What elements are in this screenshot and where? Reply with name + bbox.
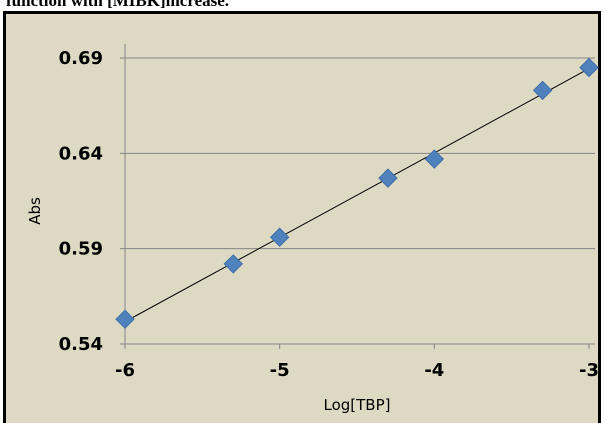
y-tick-label: 0.59 bbox=[59, 239, 103, 260]
data-point bbox=[115, 309, 135, 329]
trendline-group bbox=[124, 68, 590, 323]
x-tick-label: -6 bbox=[115, 360, 135, 381]
tick-labels: 0.54 0.59 0.64 0.69 -6 -5 -4 -3 bbox=[59, 48, 599, 381]
trendline bbox=[124, 68, 590, 323]
x-tick-label: -3 bbox=[579, 360, 599, 381]
y-tick-label: 0.64 bbox=[59, 143, 103, 164]
axes bbox=[120, 44, 595, 349]
y-axis-title: Abs bbox=[26, 197, 44, 225]
data-points bbox=[115, 57, 599, 329]
data-point bbox=[378, 168, 398, 188]
figure-caption: function with [MIBK]increase. bbox=[6, 0, 230, 10]
data-point bbox=[269, 227, 290, 247]
x-tick-label: -4 bbox=[424, 360, 444, 381]
data-point bbox=[424, 149, 445, 169]
y-tick-label: 0.54 bbox=[59, 334, 103, 355]
x-axis-title: Log[TBP] bbox=[324, 396, 391, 414]
chart-area bbox=[3, 11, 601, 423]
data-point bbox=[532, 80, 553, 101]
data-point bbox=[223, 254, 243, 274]
data-point bbox=[579, 57, 599, 78]
x-tick-label: -5 bbox=[270, 360, 290, 381]
gridlines bbox=[125, 57, 595, 250]
y-tick-label: 0.69 bbox=[59, 48, 103, 69]
